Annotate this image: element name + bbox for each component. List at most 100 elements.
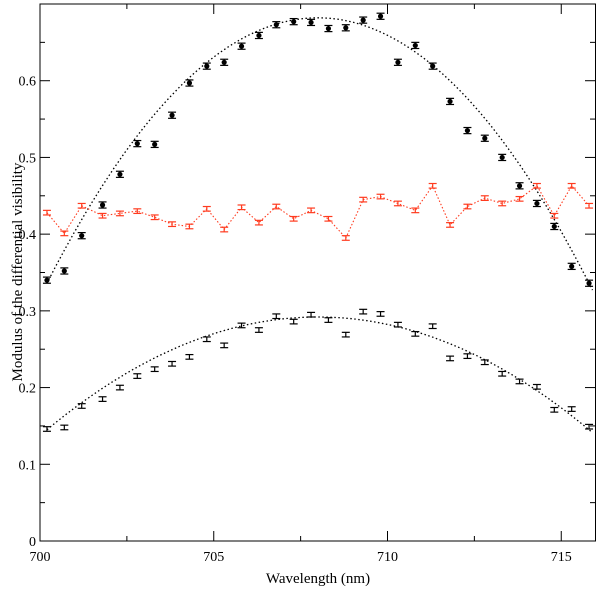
data-point bbox=[307, 18, 316, 27]
data-point bbox=[42, 209, 51, 216]
x-axis-title: Wavelength (nm) bbox=[266, 571, 370, 587]
x-tick-label: 715 bbox=[551, 550, 572, 565]
fit-curve-1 bbox=[46, 17, 594, 291]
point-marker bbox=[238, 43, 245, 49]
data-point bbox=[133, 139, 142, 148]
data-point bbox=[60, 424, 69, 431]
point-marker bbox=[99, 202, 106, 208]
plot-area bbox=[40, 4, 596, 541]
data-point bbox=[77, 232, 86, 240]
data-point bbox=[324, 317, 333, 323]
data-point bbox=[376, 311, 385, 317]
x-tick-label: 705 bbox=[203, 550, 224, 565]
data-point bbox=[446, 222, 455, 228]
data-point bbox=[341, 24, 350, 32]
point-marker bbox=[117, 171, 123, 177]
point-marker bbox=[430, 63, 436, 69]
point-marker bbox=[343, 25, 349, 31]
data-point bbox=[42, 276, 51, 284]
point-marker bbox=[534, 200, 540, 207]
data-point bbox=[168, 360, 177, 367]
data-point bbox=[237, 42, 246, 50]
point-marker bbox=[152, 141, 158, 147]
data-point bbox=[446, 355, 455, 362]
data-point bbox=[202, 62, 211, 70]
point-marker bbox=[61, 268, 67, 274]
data-point bbox=[220, 58, 229, 66]
data-point bbox=[567, 182, 576, 189]
data-point bbox=[272, 21, 281, 29]
y-tick-label: 0.6 bbox=[19, 75, 37, 90]
data-point bbox=[532, 182, 541, 189]
point-marker bbox=[499, 154, 505, 161]
fit-curve-2 bbox=[46, 316, 593, 434]
data-point bbox=[220, 342, 229, 349]
plot-background bbox=[40, 4, 596, 541]
data-point bbox=[359, 196, 368, 203]
data-point bbox=[515, 378, 524, 385]
data-point bbox=[376, 193, 385, 200]
point-marker bbox=[186, 80, 193, 86]
data-point bbox=[359, 308, 368, 315]
data-point bbox=[272, 203, 281, 210]
data-point bbox=[463, 126, 472, 135]
point-marker bbox=[325, 25, 332, 32]
data-point bbox=[168, 111, 177, 119]
data-point bbox=[307, 311, 316, 318]
data-point bbox=[324, 24, 333, 33]
data-point bbox=[532, 199, 541, 208]
data-point bbox=[307, 207, 316, 214]
data-point bbox=[289, 17, 298, 26]
data-point bbox=[532, 383, 541, 390]
point-marker bbox=[516, 183, 523, 189]
data-point bbox=[550, 406, 559, 413]
data-point bbox=[60, 230, 69, 237]
data-point bbox=[480, 195, 489, 201]
y-tick-label: 0.2 bbox=[19, 382, 37, 397]
data-point bbox=[480, 359, 489, 366]
data-point bbox=[150, 140, 159, 149]
data-point bbox=[115, 210, 124, 217]
data-point bbox=[324, 215, 333, 222]
data-point bbox=[411, 330, 420, 337]
series-1 bbox=[42, 12, 594, 287]
y-tick-label: 0 bbox=[29, 535, 36, 550]
point-marker bbox=[273, 22, 279, 28]
data-point bbox=[498, 153, 507, 162]
data-series bbox=[42, 12, 594, 432]
data-point bbox=[428, 62, 437, 70]
data-point bbox=[202, 336, 211, 343]
point-marker bbox=[464, 127, 471, 134]
data-point bbox=[289, 318, 298, 325]
data-point bbox=[254, 31, 263, 40]
data-point bbox=[77, 202, 86, 209]
data-point bbox=[42, 426, 51, 432]
data-point bbox=[567, 406, 576, 412]
data-point bbox=[480, 134, 489, 142]
data-point bbox=[446, 97, 455, 106]
data-point bbox=[185, 353, 194, 360]
data-point bbox=[133, 208, 142, 215]
data-point bbox=[150, 214, 159, 221]
data-point bbox=[237, 322, 246, 329]
point-marker bbox=[377, 13, 384, 19]
data-point bbox=[359, 16, 368, 24]
point-marker bbox=[169, 112, 175, 118]
data-point bbox=[411, 207, 420, 214]
data-point bbox=[185, 79, 194, 87]
x-tick-label: 700 bbox=[30, 550, 51, 565]
data-point bbox=[77, 403, 86, 409]
point-marker bbox=[134, 141, 140, 147]
fit-curves bbox=[46, 17, 594, 434]
point-marker bbox=[412, 42, 418, 49]
data-point bbox=[428, 182, 437, 189]
point-marker bbox=[447, 98, 453, 105]
data-point bbox=[150, 366, 159, 373]
data-point bbox=[498, 370, 507, 377]
point-marker bbox=[79, 233, 85, 239]
data-point bbox=[463, 203, 472, 210]
data-point bbox=[515, 182, 524, 190]
data-point bbox=[341, 235, 350, 241]
data-point bbox=[237, 204, 246, 211]
